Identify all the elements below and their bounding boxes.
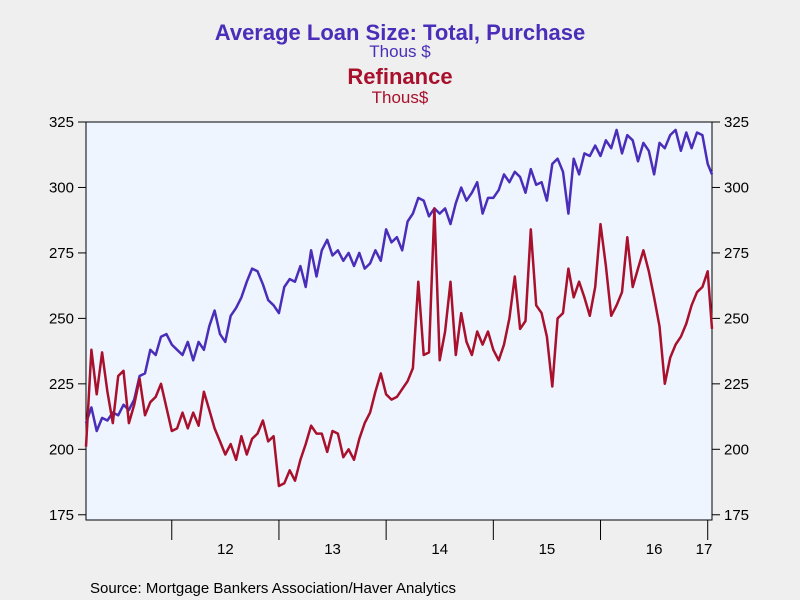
y-left-tick-label: 175 (49, 507, 74, 524)
refinance-series-line (84, 207, 714, 488)
plot-area (85, 121, 713, 521)
y-right-tick-label: 250 (724, 310, 749, 327)
x-tick-label: 12 (217, 541, 234, 558)
y-left-tick-label: 225 (49, 376, 74, 393)
x-tick-label: 17 (696, 541, 713, 558)
y-right-tick-label: 225 (724, 376, 749, 393)
y-right-tick-label: 300 (724, 179, 749, 196)
purchase-series-line (84, 128, 714, 433)
y-right-tick-label: 275 (724, 245, 749, 262)
x-tick-label: 15 (539, 541, 556, 558)
x-tick-label: 13 (324, 541, 341, 558)
y-left-tick-label: 275 (49, 245, 74, 262)
source-note: Source: Mortgage Bankers Association/Hav… (90, 580, 456, 597)
axes: 325 300 275 250 225 200 175 325 300 275 250 225 200 1… (49, 114, 749, 558)
chart-subtitle: Refinance (347, 64, 452, 89)
x-tick-label: 16 (646, 541, 663, 558)
y-right-tick-label: 325 (724, 114, 749, 131)
y-left-tick-label: 325 (49, 114, 74, 131)
y-right-tick-label: 200 (724, 441, 749, 458)
series-lines (84, 128, 714, 488)
y-right-tick-label: 175 (724, 507, 749, 524)
chart-title-units: Thous $ (369, 42, 431, 61)
y-left-tick-label: 300 (49, 179, 74, 196)
chart-title: Average Loan Size: Total, Purchase (215, 20, 585, 45)
y-left-tick-label: 250 (49, 310, 74, 327)
x-tick-label: 14 (431, 541, 448, 558)
chart-subtitle-units: Thous$ (372, 88, 429, 107)
y-left-tick-label: 200 (49, 441, 74, 458)
